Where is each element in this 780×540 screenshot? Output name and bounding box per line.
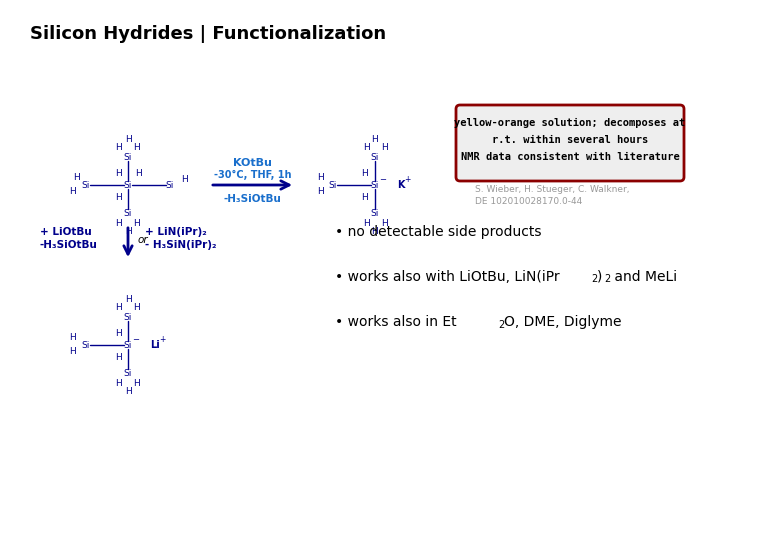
Text: H: H — [317, 173, 324, 183]
Text: H: H — [115, 379, 122, 388]
Text: H: H — [133, 302, 140, 312]
Text: Li: Li — [150, 340, 160, 350]
Text: H: H — [115, 192, 122, 201]
Text: 2: 2 — [591, 274, 597, 285]
Text: Si: Si — [124, 313, 132, 321]
Text: S. Wieber, H. Stueger, C. Walkner,: S. Wieber, H. Stueger, C. Walkner, — [475, 185, 629, 193]
Text: H: H — [69, 348, 76, 356]
Text: H: H — [125, 226, 131, 235]
Text: −: − — [133, 335, 140, 345]
Text: - H₃SiN(iPr)₂: - H₃SiN(iPr)₂ — [145, 240, 217, 250]
Text: Silicon Hydrides | Functionalization: Silicon Hydrides | Functionalization — [30, 25, 386, 43]
Text: O, DME, Diglyme: O, DME, Diglyme — [504, 315, 622, 329]
Text: H: H — [363, 219, 370, 227]
Text: −: − — [380, 176, 387, 185]
Text: H: H — [133, 219, 140, 227]
Text: Si: Si — [370, 152, 379, 161]
Text: Si: Si — [370, 180, 379, 190]
Text: Si: Si — [166, 180, 174, 190]
Text: Si: Si — [124, 341, 132, 349]
Text: H: H — [371, 226, 378, 235]
Text: KOtBu: KOtBu — [233, 158, 272, 168]
Text: or: or — [138, 235, 148, 245]
Text: Si: Si — [124, 180, 132, 190]
Text: H: H — [135, 168, 141, 178]
Text: NMR data consistent with literature: NMR data consistent with literature — [461, 152, 679, 162]
Text: H: H — [181, 174, 187, 184]
Text: H: H — [371, 134, 378, 144]
Text: H: H — [381, 143, 388, 152]
Text: H: H — [69, 186, 76, 195]
Text: r.t. within several hours: r.t. within several hours — [492, 135, 648, 145]
Text: • works also in Et: • works also in Et — [335, 315, 456, 329]
Text: 2: 2 — [604, 274, 610, 285]
Text: K: K — [397, 180, 405, 190]
Text: H: H — [115, 219, 122, 227]
Text: Si: Si — [82, 341, 90, 349]
Text: +: + — [159, 334, 165, 343]
Text: H: H — [115, 302, 122, 312]
Text: H: H — [125, 134, 131, 144]
Text: DE 102010028170.0-44: DE 102010028170.0-44 — [475, 198, 582, 206]
Text: Si: Si — [370, 208, 379, 218]
FancyBboxPatch shape — [456, 105, 684, 181]
Text: +: + — [404, 174, 410, 184]
Text: • works also with LiOtBu, LiN(iPr: • works also with LiOtBu, LiN(iPr — [335, 270, 559, 284]
Text: H: H — [115, 328, 122, 338]
Text: + LiN(iPr)₂: + LiN(iPr)₂ — [145, 227, 207, 237]
Text: Si: Si — [124, 368, 132, 377]
Text: • no detectable side products: • no detectable side products — [335, 225, 541, 239]
Text: H: H — [363, 143, 370, 152]
Text: Si: Si — [124, 208, 132, 218]
Text: -H₃SiOtBu: -H₃SiOtBu — [40, 240, 98, 250]
Text: 2: 2 — [498, 320, 504, 329]
Text: Si: Si — [82, 180, 90, 190]
Text: H: H — [115, 353, 122, 361]
Text: H: H — [133, 379, 140, 388]
Text: -30°C, THF, 1h: -30°C, THF, 1h — [214, 170, 291, 180]
Text: H: H — [133, 143, 140, 152]
Text: -H₃SiOtBu: -H₃SiOtBu — [224, 194, 282, 204]
Text: H: H — [69, 334, 76, 342]
Text: H: H — [317, 187, 324, 197]
Text: H: H — [381, 219, 388, 227]
Text: H: H — [73, 172, 80, 181]
Text: H: H — [125, 387, 131, 395]
Text: H: H — [362, 168, 368, 178]
Text: + LiOtBu: + LiOtBu — [40, 227, 92, 237]
Text: yellow-orange solution; decomposes at: yellow-orange solution; decomposes at — [455, 118, 686, 128]
Text: ): ) — [597, 270, 602, 284]
Text: Si: Si — [329, 180, 337, 190]
Text: H: H — [125, 294, 131, 303]
Text: and MeLi: and MeLi — [610, 270, 677, 284]
Text: Si: Si — [124, 152, 132, 161]
Text: H: H — [115, 143, 122, 152]
Text: H: H — [115, 168, 122, 178]
Text: H: H — [362, 192, 368, 201]
